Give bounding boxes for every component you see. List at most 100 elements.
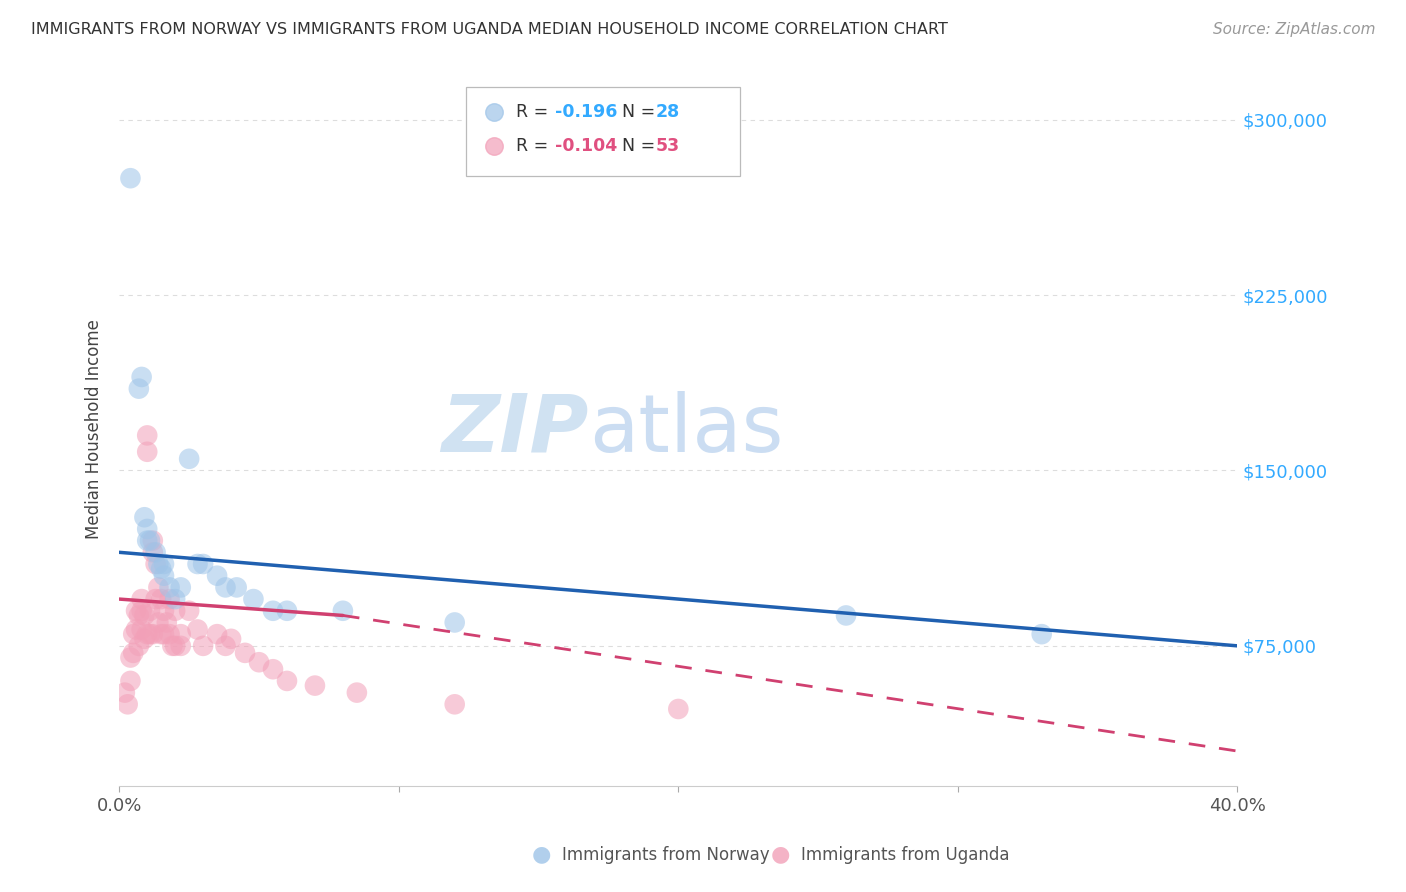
Point [145, 557, 167, 571]
Text: -0.196: -0.196 [555, 103, 617, 121]
Point [443, 698, 465, 712]
Point [148, 615, 170, 630]
Point [150, 592, 173, 607]
Point [304, 679, 326, 693]
Point [262, 662, 284, 676]
Text: 53: 53 [657, 137, 681, 155]
Point [136, 522, 159, 536]
Point [1031, 627, 1053, 641]
Point [145, 592, 167, 607]
Point [159, 627, 181, 641]
Point [128, 382, 150, 396]
Point [142, 545, 165, 559]
Point [186, 557, 208, 571]
Point [666, 702, 689, 716]
Point [122, 646, 145, 660]
Point [153, 604, 176, 618]
Point [346, 685, 368, 699]
Point [136, 627, 159, 641]
Point [128, 608, 150, 623]
Point [131, 604, 153, 618]
Point [162, 639, 184, 653]
Point [233, 646, 256, 660]
Text: atlas: atlas [589, 391, 783, 468]
Point [150, 562, 173, 576]
Point [139, 627, 162, 641]
Point [131, 592, 153, 607]
Point [170, 581, 193, 595]
Point [120, 673, 142, 688]
Point [153, 568, 176, 582]
Point [148, 581, 170, 595]
Text: Source: ZipAtlas.com: Source: ZipAtlas.com [1212, 22, 1375, 37]
Point [247, 655, 270, 669]
Y-axis label: Median Household Income: Median Household Income [86, 319, 103, 540]
Point [136, 444, 159, 458]
Point [131, 623, 153, 637]
Point [159, 581, 181, 595]
Point [150, 627, 173, 641]
Point [225, 581, 247, 595]
Point [153, 627, 176, 641]
Text: R =: R = [516, 137, 554, 155]
Point [131, 370, 153, 384]
Point [205, 568, 228, 582]
Text: Immigrants from Norway: Immigrants from Norway [562, 846, 770, 863]
Point [134, 510, 156, 524]
FancyBboxPatch shape [465, 87, 740, 177]
Point [136, 428, 159, 442]
Point [443, 615, 465, 630]
Point [276, 604, 298, 618]
Point [219, 632, 242, 646]
Point [142, 627, 165, 641]
Point [165, 639, 187, 653]
Point [262, 604, 284, 618]
Point [191, 557, 214, 571]
Point [114, 685, 136, 699]
Text: ●: ● [770, 845, 790, 864]
Point [835, 608, 858, 623]
Text: -0.104: -0.104 [555, 137, 617, 155]
Point [186, 623, 208, 637]
Point [139, 533, 162, 548]
Point [125, 604, 148, 618]
Point [191, 639, 214, 653]
Point [170, 639, 193, 653]
Point [125, 623, 148, 637]
Point [242, 592, 264, 607]
Point [165, 592, 187, 607]
Point [159, 592, 181, 607]
Point [214, 639, 236, 653]
Point [136, 533, 159, 548]
Point [276, 673, 298, 688]
Point [1045, 814, 1067, 829]
Point [139, 604, 162, 618]
Text: ●: ● [531, 845, 551, 864]
Point [148, 557, 170, 571]
Point [205, 627, 228, 641]
Point [179, 451, 201, 466]
Point [1045, 814, 1067, 829]
Text: IMMIGRANTS FROM NORWAY VS IMMIGRANTS FROM UGANDA MEDIAN HOUSEHOLD INCOME CORRELA: IMMIGRANTS FROM NORWAY VS IMMIGRANTS FRO… [31, 22, 948, 37]
Point [128, 639, 150, 653]
Point [145, 545, 167, 559]
Point [120, 650, 142, 665]
Point [179, 604, 201, 618]
Text: ZIP: ZIP [441, 391, 589, 468]
Point [153, 557, 176, 571]
Point [142, 533, 165, 548]
Text: 28: 28 [657, 103, 681, 121]
Text: Immigrants from Uganda: Immigrants from Uganda [801, 846, 1010, 863]
Point [214, 581, 236, 595]
Point [120, 171, 142, 186]
Point [122, 627, 145, 641]
Point [134, 632, 156, 646]
Point [165, 604, 187, 618]
Point [134, 608, 156, 623]
Text: R =: R = [516, 103, 554, 121]
Point [332, 604, 354, 618]
Point [156, 615, 179, 630]
Text: N =: N = [612, 103, 661, 121]
Point [170, 627, 193, 641]
Text: N =: N = [612, 137, 661, 155]
